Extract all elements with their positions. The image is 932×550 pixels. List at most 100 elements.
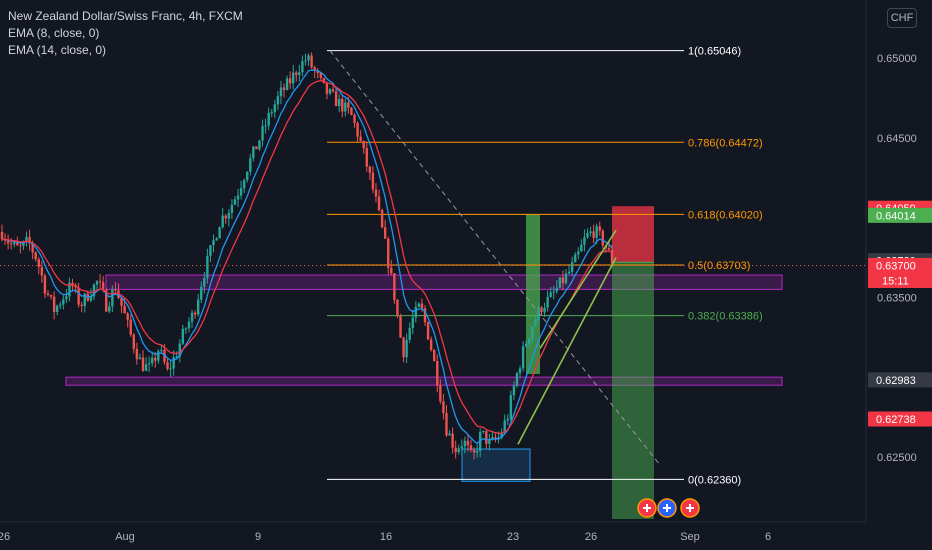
candle-body [203, 278, 206, 287]
candle-body [282, 87, 286, 90]
symbol-title[interactable]: New Zealand Dollar/Swiss Franc, 4h, FXCM [8, 9, 243, 23]
candle-body [426, 322, 430, 340]
candle-body [466, 440, 470, 446]
candle-body [454, 447, 457, 453]
candle-body [255, 146, 258, 150]
candle-body [77, 287, 80, 305]
candle-body [258, 140, 261, 150]
candle-body [417, 303, 421, 307]
candle-body [144, 364, 148, 371]
candle-body [586, 232, 589, 238]
candle-body [521, 346, 525, 369]
candle-body [123, 305, 126, 314]
candle-body [264, 125, 267, 127]
candle-body [353, 114, 356, 124]
candle-body [387, 238, 390, 268]
candle-body [105, 290, 108, 312]
candle-body [344, 102, 347, 112]
currency-button[interactable]: CHF [887, 8, 917, 28]
candle-body [28, 236, 31, 244]
candle-body [31, 243, 34, 253]
candle-body [564, 273, 568, 284]
candle-body [239, 188, 243, 196]
candle-body [55, 305, 59, 312]
event-icon-cross [663, 504, 671, 512]
candle-body [304, 60, 307, 62]
candle-body [488, 438, 491, 444]
candle-body [445, 413, 448, 436]
countdown-label: 15:11 [882, 275, 909, 287]
highlight-bar [526, 214, 540, 375]
candle-body [512, 385, 516, 396]
candle-body [181, 328, 185, 344]
candle-body [111, 289, 114, 307]
candle-body [34, 252, 37, 260]
candle-body [601, 230, 605, 246]
x-tick-label: 6 [765, 531, 771, 543]
price-label-text: 0.64014 [876, 210, 916, 222]
candle-body [328, 89, 332, 94]
candle-body [313, 67, 316, 71]
candle-body [83, 293, 86, 306]
candle-body [347, 102, 350, 108]
candle-body [98, 281, 102, 283]
candle-body [356, 123, 359, 137]
candle-body [227, 212, 231, 219]
fib-level-label: 0.786(0.64472) [688, 137, 763, 149]
price-label-text: 0.63700 [876, 260, 916, 272]
y-tick-label: 0.63500 [877, 292, 917, 304]
candle-body [233, 199, 237, 205]
candle-body [114, 289, 117, 291]
candle-body [411, 317, 414, 329]
candle-body [528, 338, 531, 344]
candle-body [215, 238, 218, 241]
candle-body [549, 292, 552, 297]
candle-body [383, 227, 387, 239]
candle-body [43, 275, 47, 294]
fib-level-label: 0(0.62360) [688, 474, 741, 486]
candle-body [500, 432, 503, 438]
event-icon-cross [686, 504, 694, 512]
candle-body [37, 259, 40, 267]
candle-body [393, 273, 396, 301]
candle-body [472, 449, 476, 453]
candle-body [16, 242, 19, 246]
candle-body [252, 146, 255, 159]
candle-body [577, 251, 580, 255]
candle-body [337, 98, 341, 107]
candle-body [362, 140, 365, 149]
candle-body [273, 104, 277, 113]
event-icon-cross [643, 504, 651, 512]
candle-body [503, 420, 506, 433]
candle-body [166, 362, 169, 370]
candle-body [589, 231, 592, 233]
lower-support-zone [65, 376, 783, 386]
x-tick-label: 9 [255, 531, 261, 543]
ema-slow-legend[interactable]: EMA (14, close, 0) [8, 43, 107, 57]
ema-fast-legend[interactable]: EMA (8, close, 0) [8, 26, 100, 40]
candle-body [218, 227, 221, 239]
candle-body [49, 295, 53, 297]
candle-body [160, 349, 163, 352]
x-tick-label: 26 [585, 531, 597, 543]
candle-body [439, 385, 442, 402]
candle-body [270, 112, 273, 114]
price-label-box [868, 257, 932, 288]
fib-level-label: 0.5(0.63703) [688, 260, 750, 272]
candle-body [267, 112, 270, 126]
candle-body [325, 82, 329, 94]
candle-body [580, 244, 583, 252]
candle-body [163, 349, 166, 363]
candle-body [108, 306, 111, 312]
candle-body [414, 306, 418, 318]
candle-body [80, 304, 83, 306]
candle-body [184, 328, 188, 330]
x-tick-label: 23 [507, 531, 519, 543]
candle-body [65, 296, 68, 300]
fib-level-label: 0.618(0.64020) [688, 209, 763, 221]
candle-body [224, 215, 227, 219]
candle-body [540, 307, 543, 313]
candle-body [261, 125, 264, 141]
y-tick-label: 0.64500 [877, 133, 917, 145]
